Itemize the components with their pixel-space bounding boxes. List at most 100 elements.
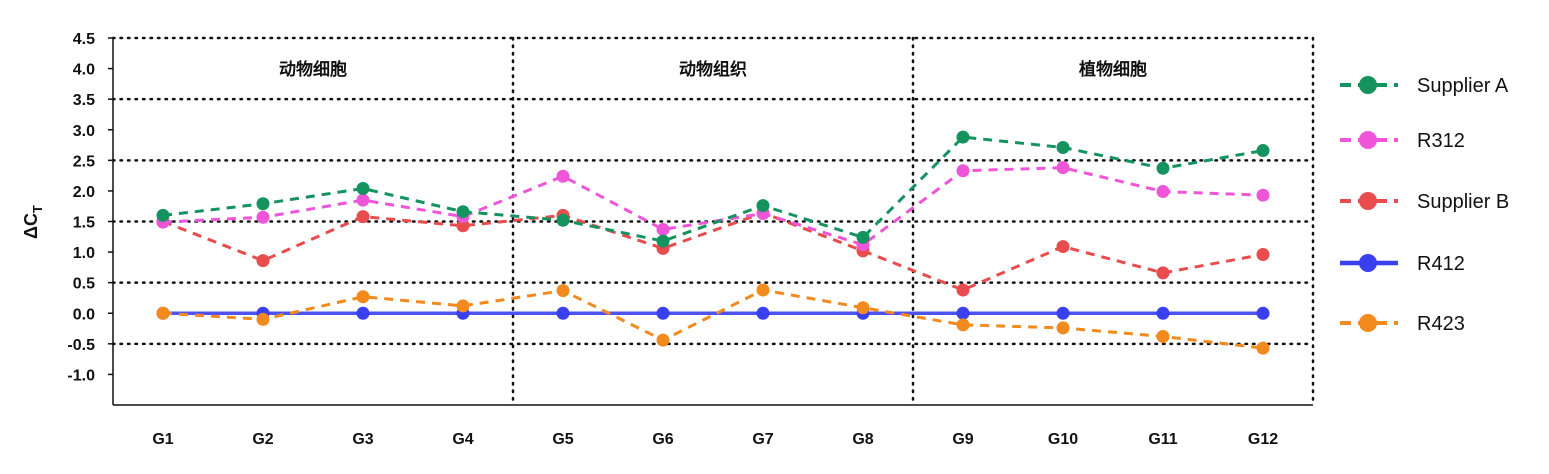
x-tick-label: G7	[752, 431, 773, 448]
data-point-r423	[1056, 321, 1070, 335]
legend-label: Supplier A	[1417, 75, 1509, 97]
data-point-r312	[656, 222, 670, 236]
data-point-r312	[956, 164, 970, 178]
data-point-r423	[956, 318, 970, 332]
legend-label: R312	[1417, 130, 1465, 152]
y-tick-label: 0.0	[73, 306, 95, 323]
data-point-r423	[256, 312, 270, 326]
legend-item-supplier-a: Supplier A	[1340, 75, 1509, 97]
data-point-r312	[1056, 161, 1070, 175]
data-point-supplier-a	[756, 199, 770, 213]
data-point-supplier-b	[1056, 240, 1070, 254]
data-point-r412	[1256, 306, 1270, 320]
legend-label: Supplier B	[1417, 191, 1509, 213]
legend-label: R423	[1417, 313, 1465, 335]
legend-swatch-marker	[1359, 192, 1377, 210]
y-axis-label: ΔCT	[21, 205, 45, 239]
data-point-supplier-b	[1256, 248, 1270, 262]
y-axis-label-subscript: T	[30, 205, 45, 213]
data-point-r312	[256, 210, 270, 224]
legend-item-r423: R423	[1340, 313, 1465, 335]
data-point-supplier-b	[956, 283, 970, 297]
data-point-r423	[556, 284, 570, 298]
series-line-r312	[162, 166, 1264, 247]
x-tick-label: G10	[1048, 431, 1078, 448]
legend-swatch-marker	[1359, 314, 1377, 332]
data-point-r423	[656, 333, 670, 347]
series-layer	[156, 130, 1270, 355]
data-point-r423	[1156, 329, 1170, 343]
series-line-supplier-b	[162, 211, 1264, 292]
legend: Supplier A R312 Supplier B R412 R423	[1340, 75, 1509, 335]
data-point-r312	[1156, 185, 1170, 199]
y-tick-label: 1.5	[73, 215, 95, 232]
y-tick-label: 1.0	[73, 245, 95, 262]
axes-layer	[108, 37, 1313, 406]
x-tick-label: G5	[552, 431, 573, 448]
x-tick-label: G8	[852, 431, 873, 448]
data-point-r312	[1256, 188, 1270, 202]
x-tick-label: G1	[152, 431, 173, 448]
data-point-supplier-a	[1156, 161, 1170, 175]
y-tick-label: 2.5	[73, 153, 95, 170]
y-tick-label: 4.0	[73, 62, 95, 79]
data-point-r412	[1056, 306, 1070, 320]
data-point-r412	[956, 306, 970, 320]
data-point-supplier-a	[956, 130, 970, 144]
data-point-r412	[356, 306, 370, 320]
x-tick-label: G2	[252, 431, 273, 448]
data-point-supplier-b	[1156, 266, 1170, 280]
y-tick-label: 3.5	[73, 92, 95, 109]
group-label-2: 动物组织	[679, 59, 747, 80]
y-tick-label: -0.5	[67, 337, 95, 354]
y-axis-label-main: ΔC	[21, 213, 41, 239]
data-point-r423	[756, 283, 770, 297]
x-tick-label: G3	[352, 431, 373, 448]
data-point-r412	[756, 306, 770, 320]
group-label-1: 动物细胞	[279, 59, 347, 80]
grid-layer	[111, 36, 1315, 407]
labels-layer: 4.5 4.0 3.5 3.0 2.5 2.0 1.5 1.0 0.5 0.0 -0.5 -1.0 G1…	[21, 31, 1278, 448]
x-tick-label: G12	[1248, 431, 1278, 448]
y-tick-label: 2.0	[73, 184, 95, 201]
series-r412	[156, 306, 1270, 320]
data-point-r312	[556, 169, 570, 183]
data-point-supplier-b	[356, 210, 370, 224]
group-label-3: 植物细胞	[1079, 59, 1147, 80]
data-point-supplier-a	[856, 230, 870, 244]
data-point-supplier-b	[256, 254, 270, 268]
data-point-supplier-a	[256, 197, 270, 211]
data-point-r423	[456, 299, 470, 313]
x-tick-label: G6	[652, 431, 673, 448]
data-point-r423	[1256, 341, 1270, 355]
data-point-supplier-a	[456, 205, 470, 219]
legend-label: R412	[1417, 253, 1465, 275]
legend-swatch-marker	[1359, 254, 1377, 272]
legend-item-supplier-b: Supplier B	[1340, 191, 1509, 213]
x-tick-label: G11	[1148, 431, 1177, 448]
data-point-supplier-a	[1056, 140, 1070, 154]
series-r312	[156, 161, 1270, 252]
data-point-r412	[656, 306, 670, 320]
series-supplier-a	[156, 130, 1270, 248]
data-point-r423	[356, 290, 370, 304]
legend-swatch-marker	[1359, 131, 1377, 149]
data-point-r423	[856, 301, 870, 315]
data-point-supplier-a	[156, 208, 170, 222]
data-point-r412	[556, 306, 570, 320]
y-tick-label: -1.0	[67, 367, 95, 384]
legend-item-r412: R412	[1340, 253, 1465, 275]
data-point-r312	[356, 193, 370, 207]
x-tick-label: G9	[952, 431, 973, 448]
y-tick-label: 4.5	[73, 31, 95, 48]
series-r423	[156, 283, 1270, 355]
y-tick-label: 3.0	[73, 123, 95, 140]
data-point-supplier-a	[1256, 144, 1270, 158]
series-line-r423	[162, 288, 1264, 350]
data-point-supplier-a	[556, 213, 570, 227]
x-tick-label: G4	[452, 431, 473, 448]
series-line-supplier-a	[162, 135, 1264, 243]
data-point-supplier-a	[356, 181, 370, 195]
data-point-supplier-a	[656, 234, 670, 248]
